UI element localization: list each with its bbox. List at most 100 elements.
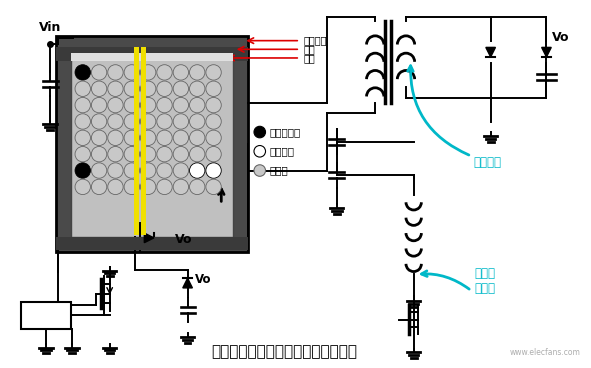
- Circle shape: [108, 179, 123, 195]
- Circle shape: [157, 179, 172, 195]
- Bar: [71, 53, 233, 61]
- Polygon shape: [183, 278, 193, 288]
- Circle shape: [254, 145, 265, 157]
- Circle shape: [92, 146, 107, 162]
- Circle shape: [141, 179, 156, 195]
- Circle shape: [190, 179, 205, 195]
- Text: 骨架: 骨架: [303, 53, 315, 63]
- Circle shape: [190, 65, 205, 80]
- Bar: [134, 47, 139, 235]
- Polygon shape: [486, 47, 495, 57]
- Text: 挡墙: 挡墙: [303, 44, 315, 54]
- Circle shape: [124, 114, 139, 129]
- Circle shape: [141, 114, 156, 129]
- Circle shape: [124, 81, 139, 96]
- Text: 静默端: 静默端: [269, 166, 288, 176]
- Circle shape: [157, 130, 172, 145]
- Circle shape: [190, 130, 205, 145]
- Circle shape: [108, 98, 123, 113]
- Circle shape: [108, 163, 123, 178]
- Circle shape: [157, 65, 172, 80]
- Text: 绕组起始端: 绕组起始端: [269, 127, 301, 137]
- Circle shape: [124, 163, 139, 178]
- Circle shape: [108, 81, 123, 96]
- Circle shape: [141, 81, 156, 96]
- Text: Vo: Vo: [552, 31, 570, 44]
- Circle shape: [108, 130, 123, 145]
- Bar: [141, 47, 146, 235]
- Circle shape: [92, 163, 107, 178]
- Circle shape: [254, 165, 265, 176]
- Circle shape: [190, 114, 205, 129]
- Circle shape: [92, 179, 107, 195]
- Circle shape: [173, 146, 189, 162]
- Circle shape: [75, 81, 90, 96]
- FancyBboxPatch shape: [21, 302, 71, 329]
- Circle shape: [206, 130, 221, 145]
- Circle shape: [141, 146, 156, 162]
- Circle shape: [124, 98, 139, 113]
- Circle shape: [206, 98, 221, 113]
- Circle shape: [92, 98, 107, 113]
- Text: 绕线顺序: 绕线顺序: [473, 156, 501, 169]
- Circle shape: [75, 114, 90, 129]
- Circle shape: [173, 179, 189, 195]
- Bar: [56, 47, 248, 61]
- Circle shape: [190, 81, 205, 96]
- Circle shape: [157, 81, 172, 96]
- Circle shape: [206, 114, 221, 129]
- Circle shape: [206, 146, 221, 162]
- Circle shape: [157, 163, 172, 178]
- Circle shape: [108, 114, 123, 129]
- Circle shape: [141, 130, 156, 145]
- Text: 绝缘胶带: 绝缘胶带: [303, 36, 327, 46]
- Circle shape: [141, 163, 156, 178]
- Circle shape: [75, 65, 90, 80]
- Circle shape: [75, 146, 90, 162]
- Bar: [56, 36, 248, 252]
- Circle shape: [124, 179, 139, 195]
- Text: 控制IC: 控制IC: [35, 312, 57, 322]
- Circle shape: [173, 65, 189, 80]
- Circle shape: [190, 146, 205, 162]
- Text: Vin: Vin: [38, 21, 61, 34]
- Circle shape: [173, 98, 189, 113]
- Circle shape: [173, 163, 189, 178]
- Circle shape: [206, 179, 221, 195]
- Circle shape: [92, 65, 107, 80]
- Text: 变压器
起始端: 变压器 起始端: [475, 267, 495, 295]
- Circle shape: [254, 126, 265, 138]
- Circle shape: [75, 179, 90, 195]
- Circle shape: [141, 98, 156, 113]
- Circle shape: [206, 163, 221, 178]
- Circle shape: [173, 130, 189, 145]
- Circle shape: [92, 81, 107, 96]
- Bar: [56, 237, 248, 250]
- Circle shape: [157, 114, 172, 129]
- Polygon shape: [144, 233, 154, 243]
- Circle shape: [124, 146, 139, 162]
- Text: 绕组末端: 绕组末端: [269, 146, 294, 156]
- Bar: [71, 51, 233, 237]
- Text: 使用一次侧辅助绕组作为法拉第屏蔽: 使用一次侧辅助绕组作为法拉第屏蔽: [211, 344, 357, 359]
- Circle shape: [141, 65, 156, 80]
- Circle shape: [157, 98, 172, 113]
- Circle shape: [206, 65, 221, 80]
- Circle shape: [190, 98, 205, 113]
- Circle shape: [92, 114, 107, 129]
- Circle shape: [75, 98, 90, 113]
- Circle shape: [75, 163, 90, 178]
- Circle shape: [108, 65, 123, 80]
- Circle shape: [173, 114, 189, 129]
- Circle shape: [124, 65, 139, 80]
- Circle shape: [173, 81, 189, 96]
- Polygon shape: [541, 47, 551, 57]
- Text: www.elecfans.com: www.elecfans.com: [510, 348, 581, 357]
- Circle shape: [92, 130, 107, 145]
- Text: Vo: Vo: [175, 233, 193, 246]
- Text: Vo: Vo: [195, 273, 212, 286]
- Circle shape: [206, 81, 221, 96]
- Circle shape: [108, 146, 123, 162]
- Circle shape: [75, 130, 90, 145]
- Circle shape: [190, 163, 205, 178]
